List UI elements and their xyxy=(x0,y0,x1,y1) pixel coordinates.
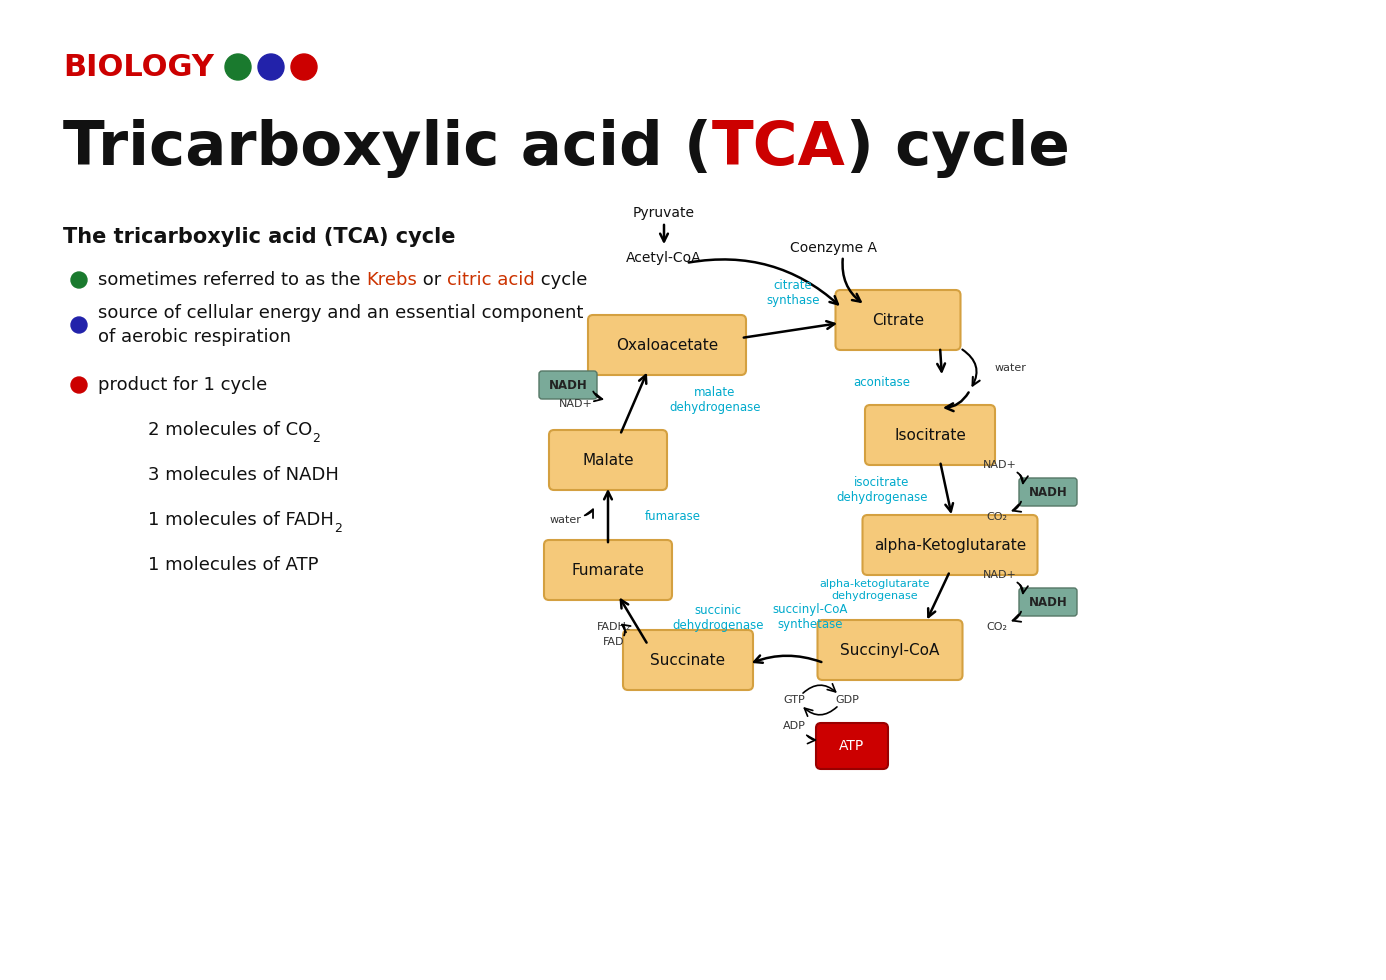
Text: fumarase: fumarase xyxy=(644,510,701,522)
Text: 2: 2 xyxy=(334,521,342,534)
Text: Fumarate: Fumarate xyxy=(571,563,644,577)
Text: 2 molecules of CO: 2 molecules of CO xyxy=(148,421,312,439)
Text: source of cellular energy and an essential component: source of cellular energy and an essenti… xyxy=(98,304,584,322)
Text: aconitase: aconitase xyxy=(854,375,911,388)
Text: BIOLOGY: BIOLOGY xyxy=(62,54,213,82)
Text: water: water xyxy=(994,363,1026,373)
Text: succinic
dehydrogenase: succinic dehydrogenase xyxy=(672,604,764,632)
Circle shape xyxy=(225,54,251,80)
Text: product for 1 cycle: product for 1 cycle xyxy=(98,376,267,394)
Text: succinyl-CoA
synthetase: succinyl-CoA synthetase xyxy=(772,603,848,631)
FancyBboxPatch shape xyxy=(588,315,746,375)
Circle shape xyxy=(71,377,87,393)
FancyBboxPatch shape xyxy=(1019,478,1077,506)
Text: Coenzyme A: Coenzyme A xyxy=(790,241,876,255)
Text: alpha-Ketoglutarate: alpha-Ketoglutarate xyxy=(875,537,1026,553)
FancyBboxPatch shape xyxy=(1019,588,1077,616)
Text: ) cycle: ) cycle xyxy=(845,119,1070,177)
Text: sometimes referred to as the: sometimes referred to as the xyxy=(98,271,366,289)
Text: or: or xyxy=(417,271,448,289)
FancyBboxPatch shape xyxy=(622,630,753,690)
Text: Succinate: Succinate xyxy=(650,653,725,667)
Text: NAD+: NAD+ xyxy=(983,570,1017,580)
Text: Tricarboxylic acid (: Tricarboxylic acid ( xyxy=(62,119,712,177)
Text: Krebs: Krebs xyxy=(366,271,417,289)
Circle shape xyxy=(71,272,87,288)
Text: ADP: ADP xyxy=(783,721,805,731)
FancyBboxPatch shape xyxy=(862,515,1038,575)
Text: water: water xyxy=(549,515,581,525)
FancyBboxPatch shape xyxy=(836,290,960,350)
Text: Acetyl-CoA: Acetyl-CoA xyxy=(626,251,701,265)
FancyBboxPatch shape xyxy=(539,371,597,399)
Text: NADH: NADH xyxy=(1028,596,1067,609)
Text: TCA: TCA xyxy=(712,119,845,177)
Text: alpha-ketoglutarate
dehydrogenase: alpha-ketoglutarate dehydrogenase xyxy=(819,579,930,601)
Text: citric acid: citric acid xyxy=(448,271,535,289)
FancyBboxPatch shape xyxy=(549,430,667,490)
Text: Oxaloacetate: Oxaloacetate xyxy=(615,337,718,353)
Text: NADH: NADH xyxy=(549,378,588,391)
Text: FAD: FAD xyxy=(603,637,625,647)
Text: Succinyl-CoA: Succinyl-CoA xyxy=(840,643,940,658)
Text: Malate: Malate xyxy=(582,453,633,467)
Text: NADH: NADH xyxy=(1028,485,1067,499)
Text: FADH₂: FADH₂ xyxy=(597,622,631,632)
Text: 2: 2 xyxy=(312,431,320,445)
FancyBboxPatch shape xyxy=(816,723,888,769)
Text: malate
dehydrogenase: malate dehydrogenase xyxy=(669,386,761,414)
Text: 1 molecules of FADH: 1 molecules of FADH xyxy=(148,511,334,529)
Text: GTP: GTP xyxy=(783,695,805,705)
Text: The tricarboxylic acid (TCA) cycle: The tricarboxylic acid (TCA) cycle xyxy=(62,227,456,247)
FancyBboxPatch shape xyxy=(865,405,995,465)
Text: of aerobic respiration: of aerobic respiration xyxy=(98,328,291,346)
FancyBboxPatch shape xyxy=(543,540,672,600)
Text: 1 molecules of ATP: 1 molecules of ATP xyxy=(148,556,319,574)
Text: GDP: GDP xyxy=(834,695,859,705)
Text: citrate
synthase: citrate synthase xyxy=(766,279,819,307)
Text: 3 molecules of NADH: 3 molecules of NADH xyxy=(148,466,338,484)
Text: CO₂: CO₂ xyxy=(987,622,1008,632)
Text: Pyruvate: Pyruvate xyxy=(633,206,694,220)
Text: Citrate: Citrate xyxy=(872,313,924,327)
Text: Isocitrate: Isocitrate xyxy=(894,427,966,443)
Text: cycle: cycle xyxy=(535,271,588,289)
Text: isocitrate
dehydrogenase: isocitrate dehydrogenase xyxy=(836,476,927,504)
Text: CO₂: CO₂ xyxy=(987,512,1008,522)
Circle shape xyxy=(291,54,317,80)
Circle shape xyxy=(258,54,284,80)
Text: NAD+: NAD+ xyxy=(559,399,593,409)
Text: NAD+: NAD+ xyxy=(983,460,1017,470)
Text: ATP: ATP xyxy=(840,739,865,753)
Circle shape xyxy=(71,317,87,333)
FancyBboxPatch shape xyxy=(818,620,962,680)
